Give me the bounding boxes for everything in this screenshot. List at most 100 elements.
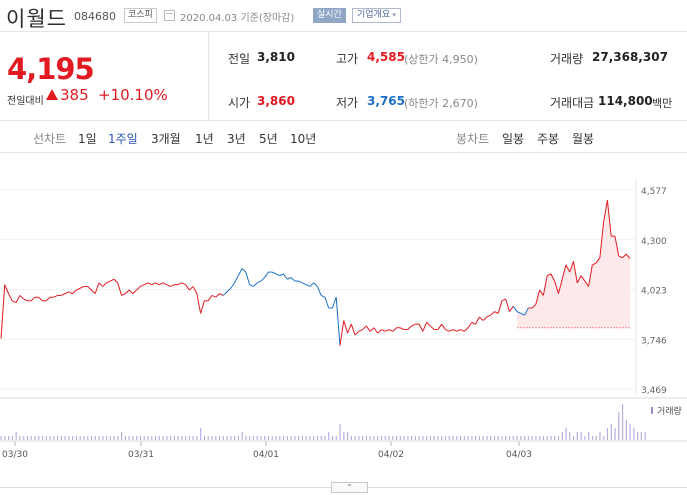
price-segment: [550, 273, 556, 282]
price-segment: [426, 322, 431, 327]
tab-1w[interactable]: 1주일: [108, 132, 138, 146]
price-segment: [430, 325, 435, 330]
volume-bar: [181, 436, 183, 440]
volume-bar: [158, 436, 160, 440]
price-segment: [509, 305, 514, 312]
current-price: 4,195: [7, 52, 95, 86]
volume-bar: [606, 428, 609, 440]
price-segment: [170, 284, 175, 287]
volume-bar: [576, 432, 578, 440]
price-segment: [482, 316, 488, 321]
price-segment: [554, 280, 559, 294]
volume-bar: [49, 436, 51, 440]
price-segment: [12, 300, 17, 304]
volume-bar: [147, 436, 149, 440]
price-segment: [215, 293, 220, 298]
open-label: 시가: [228, 96, 251, 110]
volume-bar: [347, 432, 349, 440]
price-segment: [411, 323, 416, 327]
price-chart[interactable]: 4,577 4,300 4,023 3,746 3,469 03/30 03/31 04/0…: [0, 168, 687, 468]
tab-monthly[interactable]: 월봉: [572, 132, 595, 146]
price-segment: [94, 282, 100, 294]
volume-bar: [554, 436, 556, 440]
volume-bar: [527, 436, 530, 440]
price-segment: [606, 200, 612, 237]
volume-bars: [0, 404, 646, 440]
price-segment: [143, 282, 149, 286]
y-tick-label: 3,469: [641, 386, 667, 396]
price-segment: [298, 280, 303, 284]
price-segment: [177, 282, 183, 286]
volume-bar: [414, 436, 417, 440]
price-segment: [320, 294, 326, 298]
volume-bar: [45, 436, 47, 440]
price-segment: [30, 296, 36, 302]
price-segment: [222, 291, 228, 296]
price-segment: [595, 257, 601, 264]
volume-bar: [388, 436, 390, 440]
price-segment: [19, 295, 24, 300]
price-segment: [347, 323, 352, 334]
tab-5y[interactable]: 5년: [259, 132, 278, 146]
tab-10y[interactable]: 10년: [290, 132, 317, 146]
volume-bar: [373, 436, 375, 440]
company-overview-button[interactable]: 기업개요 ▾: [352, 8, 401, 23]
tab-1d[interactable]: 1일: [78, 132, 97, 146]
price-segment: [384, 329, 390, 332]
tab-3y[interactable]: 3년: [227, 132, 246, 146]
volume-bar: [535, 436, 537, 440]
volume-bar: [68, 436, 70, 440]
volume-bar: [169, 436, 172, 440]
chevron-up-icon: ⌃: [346, 483, 353, 492]
volume-bar: [226, 436, 228, 440]
price-segment: [475, 316, 480, 325]
price-segment: [72, 289, 77, 294]
volume-bar: [475, 436, 477, 440]
volume-bar: [90, 436, 93, 440]
volume-bar: [286, 436, 288, 440]
price-segment: [497, 300, 503, 314]
price-segment: [445, 329, 450, 332]
tab-weekly[interactable]: 주봉: [537, 132, 560, 146]
volume-bar: [98, 436, 100, 440]
expand-button[interactable]: ⌃: [331, 482, 368, 493]
price-segment: [362, 325, 367, 330]
volume-bar: [109, 436, 111, 440]
volume-label: 거래량: [550, 52, 584, 66]
tab-1y[interactable]: 1년: [195, 132, 214, 146]
volume-bar: [290, 436, 292, 440]
price-segment: [249, 284, 254, 287]
volume-bar: [384, 436, 386, 440]
calendar-icon: [164, 10, 175, 21]
chart-tabs: 선차트 1일 1주일 3개월 1년 3년 5년 10년 봉차트 일봉 주봉 월봉: [0, 121, 687, 153]
volume-bar: [395, 436, 398, 440]
price-segment: [531, 304, 537, 309]
volume-bar: [369, 436, 371, 440]
volume-bar: [196, 436, 198, 440]
volume-bar: [588, 432, 590, 440]
price-segment: [188, 286, 194, 291]
price-segment: [121, 293, 126, 296]
tab-daily[interactable]: 일봉: [502, 132, 525, 146]
volume-bar: [557, 436, 560, 440]
volume-bar: [53, 436, 55, 440]
price-segment: [494, 311, 499, 314]
price-segment: [155, 282, 160, 286]
volume-bar: [56, 436, 59, 440]
change-label: 전일대비: [7, 96, 44, 107]
price-segment: [471, 321, 476, 325]
tab-3m[interactable]: 3개월: [151, 132, 181, 146]
amount-label: 거래대금: [550, 96, 595, 110]
x-tick-label: 04/01: [253, 450, 279, 460]
change-amount: 385: [60, 86, 89, 104]
y-tick-label: 4,300: [641, 237, 667, 247]
price-segment: [219, 293, 224, 296]
price-segment: [392, 327, 397, 332]
price-segment: [140, 284, 145, 287]
price-segment: [592, 262, 597, 266]
price-segment: [569, 261, 574, 273]
realtime-button[interactable]: 실시간: [313, 8, 346, 23]
volume-bar: [365, 436, 368, 440]
price-segment: [313, 282, 318, 287]
volume-bar: [399, 436, 401, 440]
